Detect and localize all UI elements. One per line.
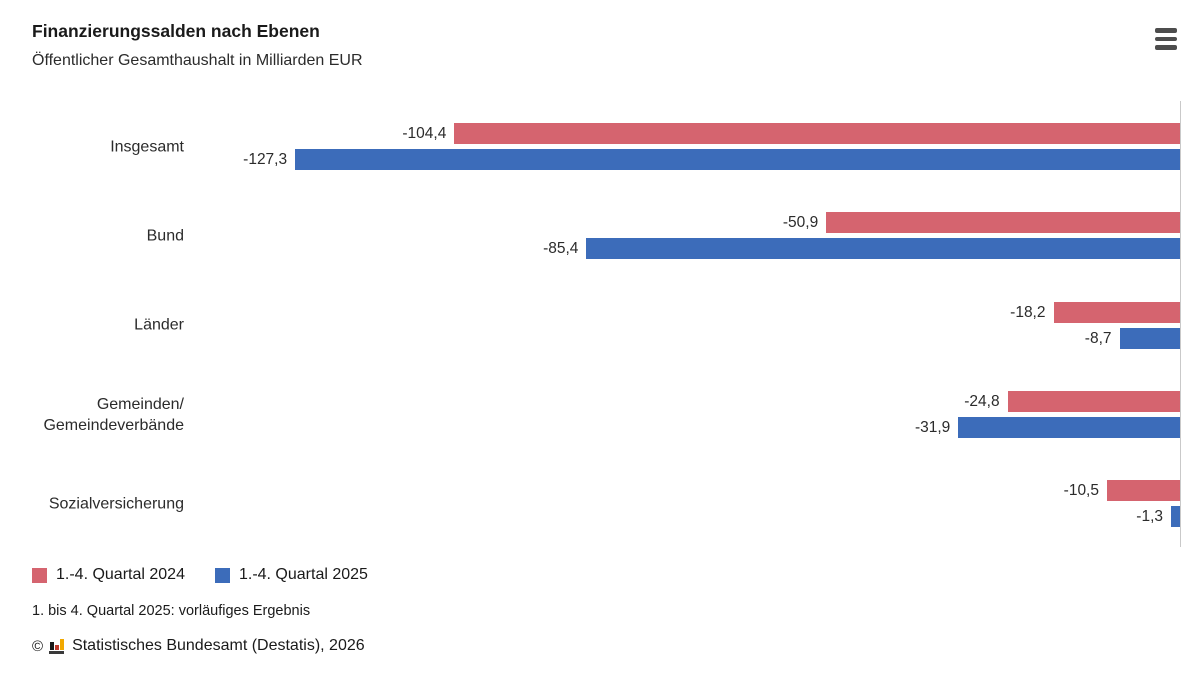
bar-series-0[interactable] xyxy=(1007,391,1180,413)
category-label: Bund xyxy=(146,227,184,245)
legend-item-2024[interactable]: 1.-4. Quartal 2024 xyxy=(32,566,185,584)
bar-series-1[interactable] xyxy=(1171,506,1180,528)
legend-swatch-2025 xyxy=(214,567,230,583)
bar-series-1[interactable] xyxy=(586,238,1180,260)
copyright-symbol: © xyxy=(32,637,44,655)
page-title: Finanzierungssalden nach Ebenen xyxy=(32,21,320,41)
bar-value-label: -31,9 xyxy=(914,419,951,437)
bar-series-0[interactable] xyxy=(1107,480,1180,502)
bar-series-1[interactable] xyxy=(295,149,1180,171)
hamburger-menu-icon xyxy=(1155,28,1177,50)
legend-label-2025: 1.-4. Quartal 2025 xyxy=(238,566,368,583)
bar-value-label: -127,3 xyxy=(243,151,288,169)
bar-value-label: -104,4 xyxy=(402,125,447,143)
category-label: Länder xyxy=(134,316,184,334)
page-subtitle: Öffentlicher Gesamthaushalt in Milliarde… xyxy=(32,52,363,69)
legend-label-2024: 1.-4. Quartal 2024 xyxy=(56,566,185,583)
bar-value-label: -18,2 xyxy=(1010,303,1046,321)
category-label: Sozialversicherung xyxy=(48,495,184,513)
category-label: Gemeinden/ Gemeindeverbände xyxy=(43,395,184,434)
destatis-logo-icon xyxy=(49,638,66,654)
bar-value-label: -1,3 xyxy=(1136,508,1163,526)
legend: 1.-4. Quartal 2024 1.-4. Quartal 2025 xyxy=(32,566,368,584)
bar-series-0[interactable] xyxy=(454,123,1180,145)
bar-value-label: -10,5 xyxy=(1063,482,1099,500)
bar-value-label: -85,4 xyxy=(543,240,579,258)
bar-series-1[interactable] xyxy=(1119,327,1180,349)
bar-value-label: -8,7 xyxy=(1084,329,1112,347)
zero-axis-line xyxy=(1180,101,1181,547)
bar-series-0[interactable] xyxy=(826,212,1180,234)
bar-series-1[interactable] xyxy=(958,417,1180,439)
source-text: Statistisches Bundesamt (Destatis), 2026 xyxy=(72,637,365,654)
bar-value-label: -24,8 xyxy=(964,393,1000,411)
copyright-line: © Statistisches Bundesamt (Destatis), 20… xyxy=(32,637,365,655)
footnote: 1. bis 4. Quartal 2025: vorläufiges Erge… xyxy=(32,603,311,619)
bar-series-0[interactable] xyxy=(1053,301,1180,323)
legend-item-2025[interactable]: 1.-4. Quartal 2025 xyxy=(214,566,368,584)
chart-menu-button[interactable] xyxy=(1153,26,1179,52)
bar-value-label: -50,9 xyxy=(782,214,819,232)
legend-swatch-2024 xyxy=(32,567,47,583)
category-label: Insgesamt xyxy=(110,138,184,156)
